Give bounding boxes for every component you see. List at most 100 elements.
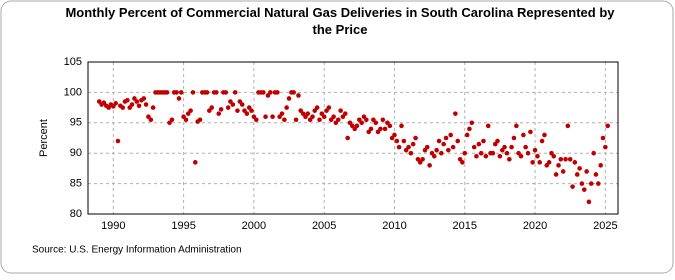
point — [143, 102, 149, 107]
point — [556, 163, 561, 168]
point — [438, 150, 444, 156]
point — [232, 90, 238, 95]
point — [588, 181, 594, 186]
point — [223, 90, 229, 95]
point — [570, 184, 575, 189]
y-tick-label: 100 — [64, 86, 82, 98]
y-tick-label: 85 — [70, 178, 82, 190]
point — [420, 156, 425, 162]
y-tick-label: 80 — [70, 208, 82, 220]
y-tick-label: 105 — [64, 56, 82, 68]
point — [296, 93, 301, 98]
point — [474, 153, 479, 159]
point — [525, 150, 531, 156]
point — [603, 144, 608, 150]
point — [443, 135, 449, 141]
point — [239, 102, 245, 107]
point — [436, 138, 442, 144]
point — [204, 90, 210, 95]
point — [490, 150, 496, 156]
point — [446, 147, 451, 153]
point — [535, 153, 540, 159]
point — [481, 138, 486, 144]
point — [504, 150, 510, 156]
point — [553, 172, 559, 177]
point — [125, 98, 130, 103]
x-tick-label: 2020 — [523, 220, 547, 232]
point — [169, 117, 175, 123]
point — [410, 141, 416, 147]
point — [279, 111, 285, 116]
point — [174, 90, 179, 95]
point — [528, 129, 533, 135]
frame — [0, 0, 674, 274]
point — [235, 108, 240, 113]
point — [129, 102, 135, 107]
point — [183, 117, 189, 123]
point — [497, 153, 503, 159]
point — [431, 153, 437, 159]
point — [563, 156, 568, 162]
point — [584, 169, 589, 174]
point — [539, 138, 545, 144]
point — [275, 90, 280, 95]
point — [364, 117, 369, 123]
point — [530, 160, 535, 165]
y-tick-label: 90 — [70, 147, 82, 159]
point — [478, 150, 484, 156]
x-tick-label: 2025 — [593, 220, 617, 232]
point — [134, 99, 140, 104]
point — [579, 181, 585, 186]
plot-border — [87, 61, 619, 215]
point — [605, 123, 611, 129]
point — [551, 153, 557, 159]
point — [209, 105, 215, 110]
point — [413, 135, 418, 141]
point — [253, 117, 259, 123]
x-tick-label: 2010 — [382, 220, 406, 232]
point — [467, 126, 472, 132]
point — [192, 160, 198, 165]
point — [591, 150, 596, 156]
x-tick-label: 2005 — [312, 220, 336, 232]
point — [518, 153, 524, 159]
point — [136, 103, 142, 109]
point — [317, 117, 322, 123]
point — [542, 132, 547, 138]
point — [572, 160, 578, 165]
point — [378, 126, 383, 132]
point — [335, 117, 341, 123]
point — [359, 120, 365, 126]
point — [394, 138, 400, 144]
point — [523, 144, 528, 150]
x-tick-label: 1990 — [101, 220, 125, 232]
point — [546, 160, 552, 165]
point — [450, 144, 456, 150]
point — [586, 199, 592, 205]
point — [268, 90, 273, 95]
point — [392, 132, 397, 138]
point — [214, 90, 219, 95]
point — [427, 163, 432, 168]
point — [600, 135, 606, 141]
point — [593, 172, 599, 177]
point — [230, 102, 236, 107]
point — [387, 123, 393, 129]
point — [424, 144, 430, 150]
point — [345, 135, 350, 141]
point — [514, 123, 519, 129]
point — [581, 187, 587, 192]
point — [263, 114, 268, 120]
x-tick-label: 1995 — [171, 220, 195, 232]
point — [558, 156, 564, 162]
point — [176, 96, 182, 101]
point — [188, 108, 193, 113]
point — [321, 114, 327, 120]
point — [382, 126, 388, 132]
point — [598, 163, 604, 168]
point — [507, 156, 512, 162]
point — [380, 117, 386, 123]
point — [190, 90, 196, 95]
point — [396, 144, 402, 150]
point — [293, 117, 299, 123]
